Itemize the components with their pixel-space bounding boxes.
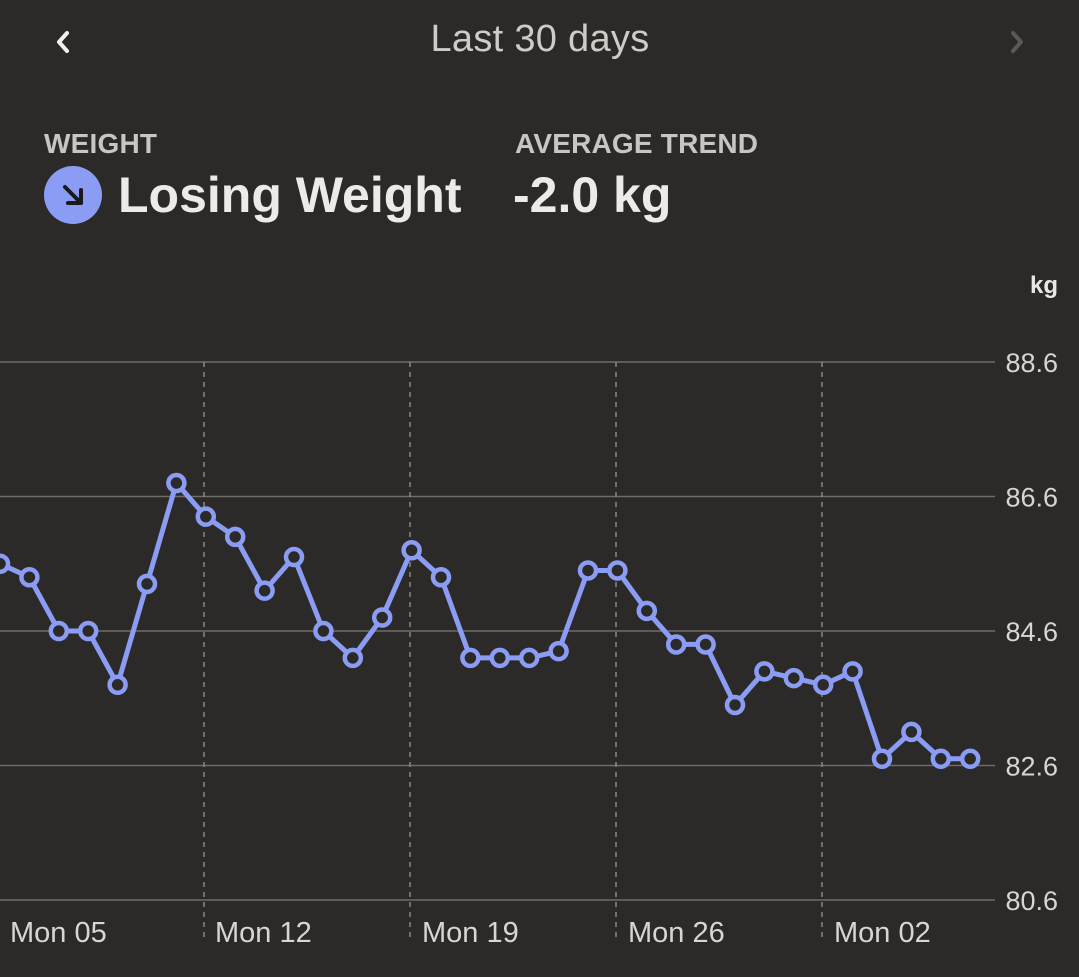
data-point[interactable] <box>665 634 687 655</box>
next-period-button[interactable] <box>996 22 1036 62</box>
weight-label: WEIGHT <box>44 128 158 159</box>
data-point[interactable] <box>19 566 40 588</box>
data-point[interactable] <box>401 540 422 561</box>
arrow-down-right-icon <box>44 166 102 224</box>
x-tick-label: Mon 26 <box>628 917 725 949</box>
data-point[interactable] <box>0 553 11 574</box>
previous-period-button[interactable] <box>44 22 84 62</box>
data-point[interactable] <box>724 694 746 716</box>
data-point[interactable] <box>489 647 511 669</box>
data-point[interactable] <box>695 634 716 655</box>
data-point[interactable] <box>460 647 481 669</box>
y-tick-label: 88.6 <box>1005 348 1058 378</box>
y-tick-label: 86.6 <box>1005 483 1058 513</box>
period-title: Last 30 days <box>430 18 650 60</box>
y-tick-label: 84.6 <box>1005 617 1058 647</box>
data-point[interactable] <box>754 661 775 682</box>
weight-series-line <box>0 480 973 762</box>
data-point[interactable] <box>930 748 952 770</box>
data-point[interactable] <box>842 661 863 682</box>
data-point[interactable] <box>371 607 393 628</box>
y-axis-unit-label: kg <box>1029 272 1058 299</box>
x-tick-label: Mon 19 <box>422 917 519 949</box>
y-tick-label: 82.6 <box>1005 752 1058 782</box>
weight-status: Losing Weight <box>118 167 462 223</box>
average-trend-value: -2.0 kg <box>513 167 672 223</box>
data-point[interactable] <box>548 640 569 662</box>
data-point[interactable] <box>254 580 275 601</box>
data-point[interactable] <box>430 566 452 588</box>
data-point[interactable] <box>77 620 99 642</box>
data-point[interactable] <box>871 748 893 770</box>
data-point[interactable] <box>901 721 922 743</box>
data-point[interactable] <box>136 573 158 595</box>
data-point[interactable] <box>195 506 217 527</box>
chevron-left-icon <box>57 31 69 53</box>
average-trend-label: AVERAGE TREND <box>515 128 759 159</box>
data-point[interactable] <box>48 620 70 642</box>
data-point[interactable] <box>518 647 540 669</box>
data-point[interactable] <box>607 560 628 581</box>
data-point[interactable] <box>636 600 658 622</box>
y-tick-label: 80.6 <box>1005 886 1058 916</box>
data-point[interactable] <box>959 748 981 770</box>
data-point[interactable] <box>342 647 364 669</box>
data-point[interactable] <box>783 667 805 689</box>
x-tick-label: Mon 05 <box>10 917 107 949</box>
x-tick-label: Mon 12 <box>215 917 312 949</box>
data-point[interactable] <box>166 472 187 494</box>
data-point[interactable] <box>107 674 128 696</box>
data-point[interactable] <box>283 546 305 568</box>
chevron-right-icon <box>1011 31 1023 53</box>
x-tick-label: Mon 02 <box>834 917 931 949</box>
data-point[interactable] <box>224 526 246 548</box>
data-point[interactable] <box>313 620 334 642</box>
data-point[interactable] <box>577 560 599 581</box>
data-point[interactable] <box>812 674 834 696</box>
